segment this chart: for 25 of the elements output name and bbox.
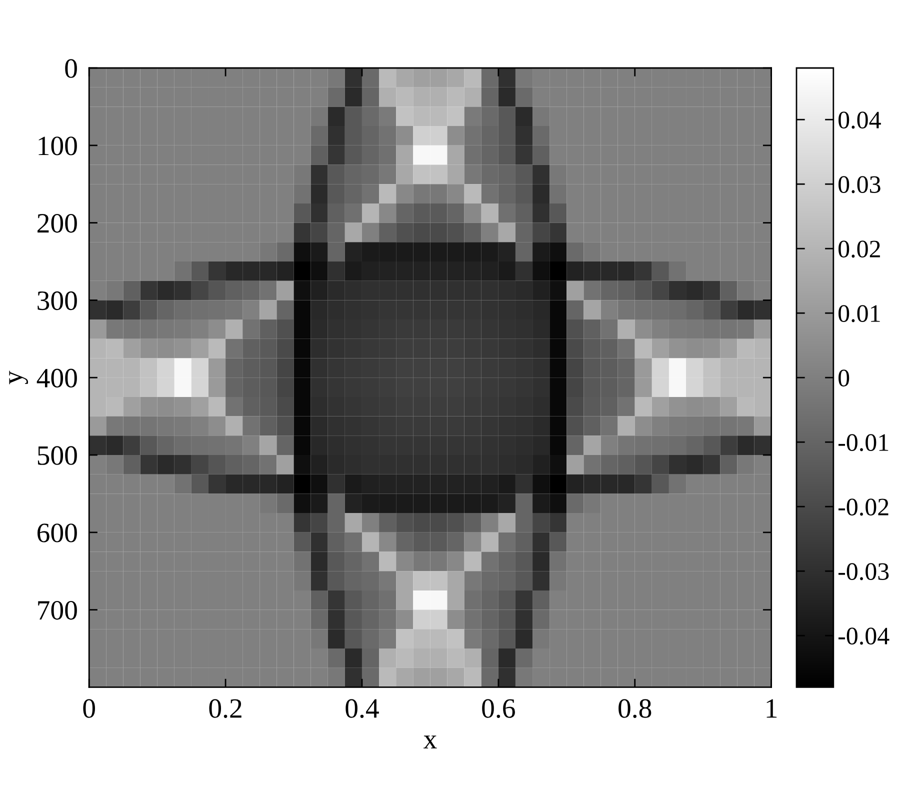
y-tick-label: 200: [38, 214, 77, 233]
color-bar-label: -0.02: [838, 498, 888, 516]
x-tick-label: 0.2: [209, 699, 242, 718]
color-bar-label: -0.03: [838, 563, 889, 580]
y-tick-label: 0: [65, 59, 77, 78]
y-tick-label: 500: [38, 446, 77, 465]
color-bar-label: -0.01: [838, 434, 888, 452]
color-bar-label: 0.03: [838, 176, 880, 194]
color-bar-label: -0.04: [838, 628, 890, 645]
x-tick-label: 0.4: [346, 699, 379, 718]
y-tick-label: 400: [36, 368, 77, 388]
color-bar-label: 0.01: [838, 305, 880, 322]
color-bar-label: 0.02: [838, 240, 880, 258]
y-tick-label: 700: [38, 600, 77, 620]
y-tick-label: 100: [38, 136, 77, 156]
x-tick-label: 0.8: [618, 699, 652, 718]
x-tick-label: 0: [83, 699, 95, 718]
y-tick-label: 300: [38, 291, 77, 310]
color-bar-label: 0: [838, 370, 850, 387]
x-axis-title: x: [424, 736, 437, 748]
x-tick-label: 1: [766, 699, 777, 718]
color-bar-label: 0.04: [838, 112, 881, 129]
y-axis-title: y: [9, 370, 28, 384]
y-tick-label: 600: [38, 524, 77, 542]
x-tick-label: 0.6: [482, 699, 515, 718]
